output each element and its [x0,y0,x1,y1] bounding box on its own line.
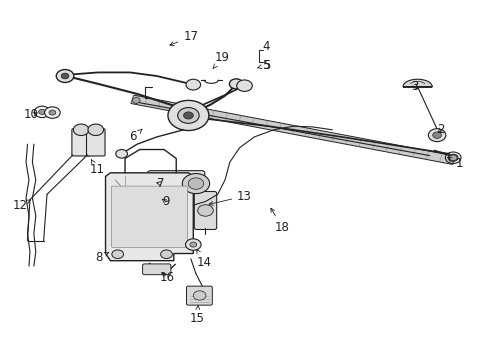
Circle shape [152,196,171,211]
FancyBboxPatch shape [111,186,187,247]
Text: 11: 11 [90,160,104,176]
Text: 8: 8 [95,251,108,264]
Text: 9: 9 [162,195,169,208]
Text: 7: 7 [156,177,164,190]
FancyBboxPatch shape [86,129,105,156]
Text: 15: 15 [189,306,204,325]
Polygon shape [105,173,193,261]
FancyBboxPatch shape [72,129,90,156]
Text: 12: 12 [13,199,30,212]
Circle shape [56,69,74,82]
Text: 5: 5 [261,59,268,72]
Circle shape [447,154,457,161]
Circle shape [182,174,209,194]
Circle shape [188,178,203,189]
Circle shape [112,250,123,258]
FancyBboxPatch shape [186,286,212,305]
Circle shape [88,124,103,135]
Text: 14: 14 [196,249,212,269]
Circle shape [167,100,208,131]
Text: 2: 2 [436,123,444,136]
Text: 13: 13 [209,190,251,205]
Circle shape [177,108,199,123]
Circle shape [160,250,172,258]
Circle shape [116,149,127,158]
Text: 5: 5 [257,59,269,72]
Text: 18: 18 [270,208,289,234]
Polygon shape [402,79,431,87]
Circle shape [189,242,196,247]
Text: 17: 17 [169,30,198,45]
Text: 19: 19 [212,51,229,69]
Circle shape [39,109,45,114]
Text: 4: 4 [262,40,270,53]
Circle shape [236,80,252,91]
Polygon shape [131,95,455,165]
Circle shape [229,79,243,89]
Text: 16: 16 [160,271,175,284]
Circle shape [448,155,456,161]
Text: 6: 6 [129,129,142,144]
Text: 1: 1 [447,157,462,170]
Text: 10: 10 [24,108,39,121]
FancyBboxPatch shape [142,264,170,275]
Circle shape [427,129,445,141]
FancyBboxPatch shape [147,171,204,197]
Circle shape [197,205,213,216]
Circle shape [49,110,56,115]
Circle shape [34,106,50,118]
Circle shape [157,200,166,207]
Circle shape [432,132,441,138]
Text: 3: 3 [410,80,418,93]
Circle shape [183,112,193,119]
Circle shape [61,73,69,79]
Circle shape [73,124,89,135]
Circle shape [185,239,201,250]
Circle shape [44,107,60,118]
Circle shape [132,98,140,103]
FancyBboxPatch shape [194,192,216,229]
Circle shape [185,79,200,90]
Circle shape [193,291,205,300]
